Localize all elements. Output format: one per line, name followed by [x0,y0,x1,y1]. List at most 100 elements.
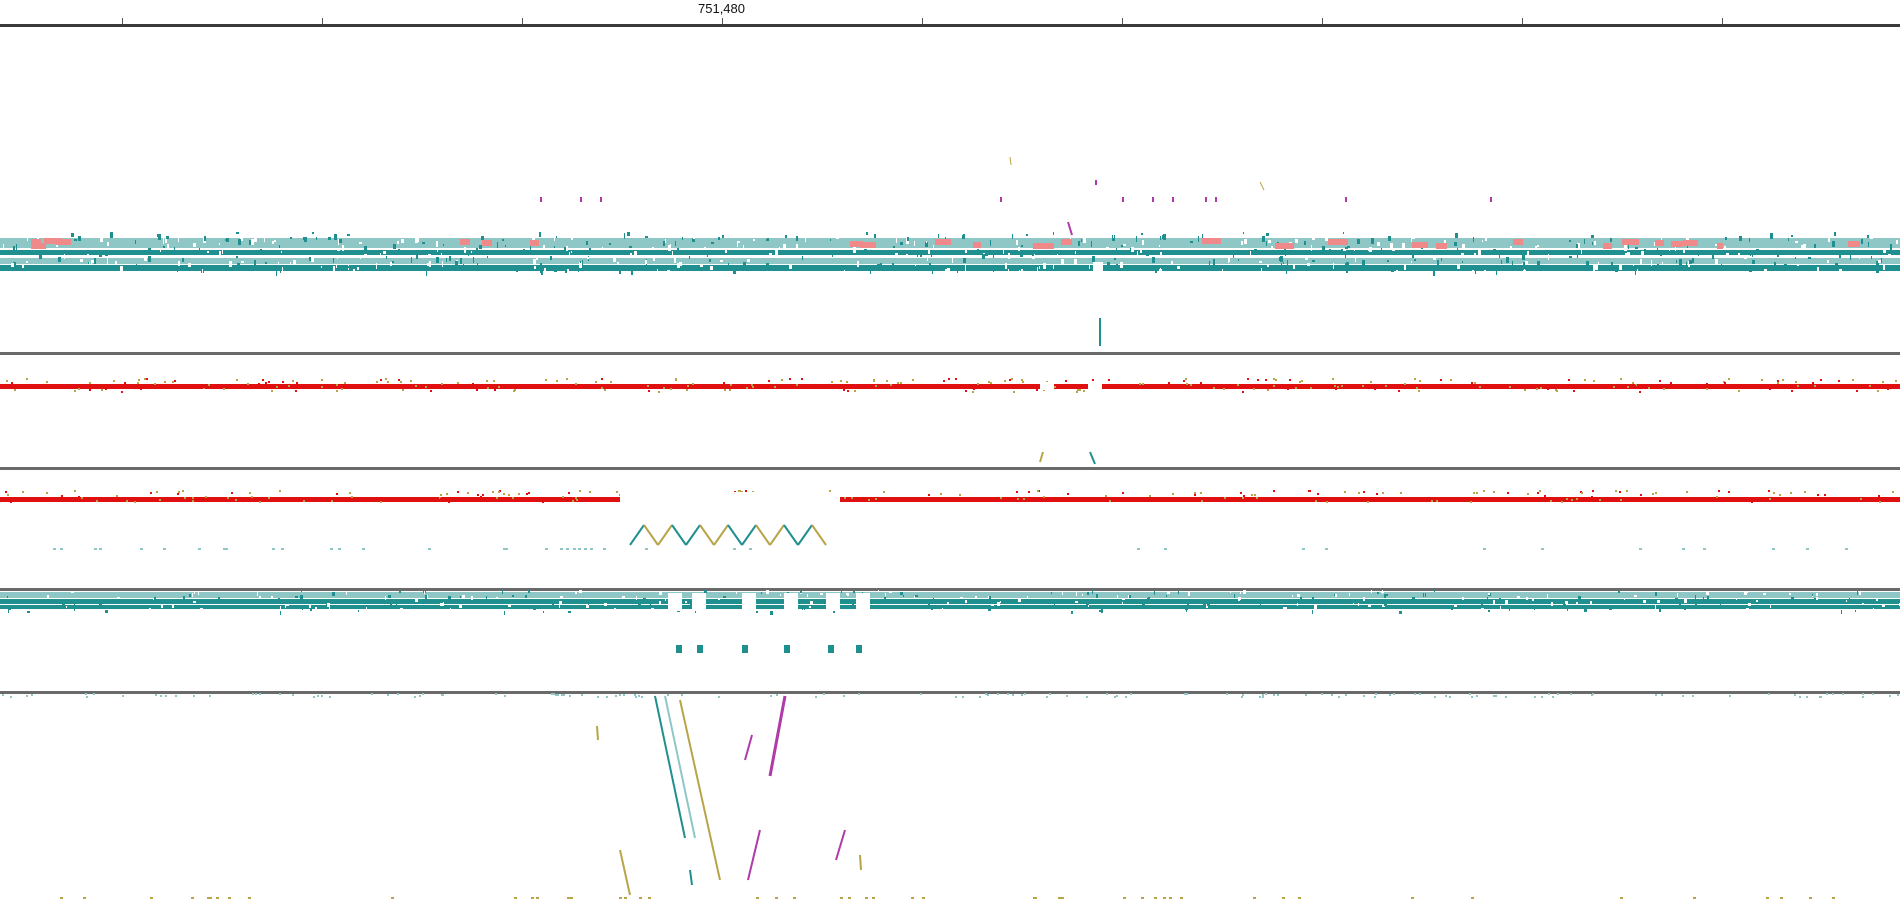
alignment-stroke [1089,451,1096,465]
variant-speck [1127,499,1129,501]
read-speck [285,604,286,608]
read-speck [1267,265,1269,267]
read-speck [1199,602,1202,604]
read-speck [1744,591,1747,595]
variant-speck [140,548,143,550]
read-speck [88,262,89,264]
read-speck [337,248,340,251]
variant-speck [851,497,853,499]
variant-speck [1391,385,1393,387]
read-speck [364,254,367,258]
read-speck [279,245,280,248]
variant-speck [182,490,184,492]
read-speck [1508,599,1509,601]
read-speck [1526,606,1529,609]
read-speck [610,250,611,254]
variant-speck [1416,387,1418,389]
read-speck [1311,245,1312,251]
read-speck [1381,591,1384,593]
read-speck [1399,611,1402,614]
read-speck [1362,260,1365,265]
read-speck [1328,600,1329,603]
read-speck [360,257,361,259]
read-speck [1388,236,1391,241]
alignment-panel-4[interactable] [0,590,1900,653]
read-speck [993,270,994,272]
read-speck [326,603,327,605]
coverage-gap [668,593,682,611]
variant-speck [584,548,587,550]
read-speck [74,603,75,607]
read-speck [508,605,511,607]
read-speck [557,610,558,612]
read-speck [1780,897,1783,899]
alignment-panel-2[interactable] [0,378,1900,465]
read-band [0,599,1900,604]
variant-speck [1240,492,1242,494]
read-speck [1233,254,1234,258]
read-speck [515,271,516,277]
position-ruler[interactable]: 751,480 [0,0,1900,28]
read-speck [1509,607,1510,611]
mismatch-block [1061,239,1072,245]
read-speck [1641,251,1644,255]
alignment-panel-1[interactable] [0,156,1900,346]
variant-speck [258,383,260,385]
read-speck [303,237,304,240]
read-speck [167,244,169,249]
variant-speck [988,381,990,383]
read-speck [793,897,796,899]
read-speck [115,261,117,265]
variant-speck [566,548,569,550]
read-speck [536,257,538,260]
read-speck [468,252,469,256]
read-speck [677,263,680,268]
read-speck [1657,248,1658,254]
read-speck [940,233,942,238]
read-speck [207,251,209,253]
read-speck [306,235,308,238]
read-speck [601,232,602,237]
read-speck [1046,696,1048,698]
mismatch-block [1655,240,1664,246]
read-speck [1178,591,1179,594]
read-speck [1202,234,1203,240]
read-speck [1725,237,1727,240]
read-speck [982,254,985,259]
read-speck [1355,257,1356,262]
alignment-panel-5[interactable] [2,693,1899,899]
read-speck [390,262,392,266]
read-speck [1130,693,1132,695]
read-speck [1839,269,1842,274]
read-speck [1286,269,1287,274]
read-speck [710,266,713,270]
variant-speck [1773,386,1775,388]
variant-speck [1395,497,1397,499]
read-speck [1363,695,1365,697]
read-speck [202,269,203,273]
read-speck [1801,245,1804,249]
alignment-panel-3[interactable] [0,490,1900,550]
variant-speck [723,382,725,384]
read-speck [174,247,175,252]
read-speck [650,604,651,608]
read-speck [1788,238,1789,241]
variant-speck [1017,498,1019,500]
variant-speck [1541,548,1544,550]
read-speck [1476,695,1478,697]
read-speck [1570,693,1572,695]
variant-speck [868,499,870,501]
read-speck [1076,592,1077,596]
variant-speck [134,501,136,503]
read-speck [1881,258,1882,263]
read-speck [182,258,184,262]
read-speck [1018,247,1020,251]
read-speck [158,234,161,240]
alignment-stroke [679,699,721,881]
read-speck [1635,599,1637,602]
read-speck [276,270,277,276]
read-speck [1577,252,1578,258]
read-speck [1522,263,1523,265]
variant-speck [988,497,990,499]
